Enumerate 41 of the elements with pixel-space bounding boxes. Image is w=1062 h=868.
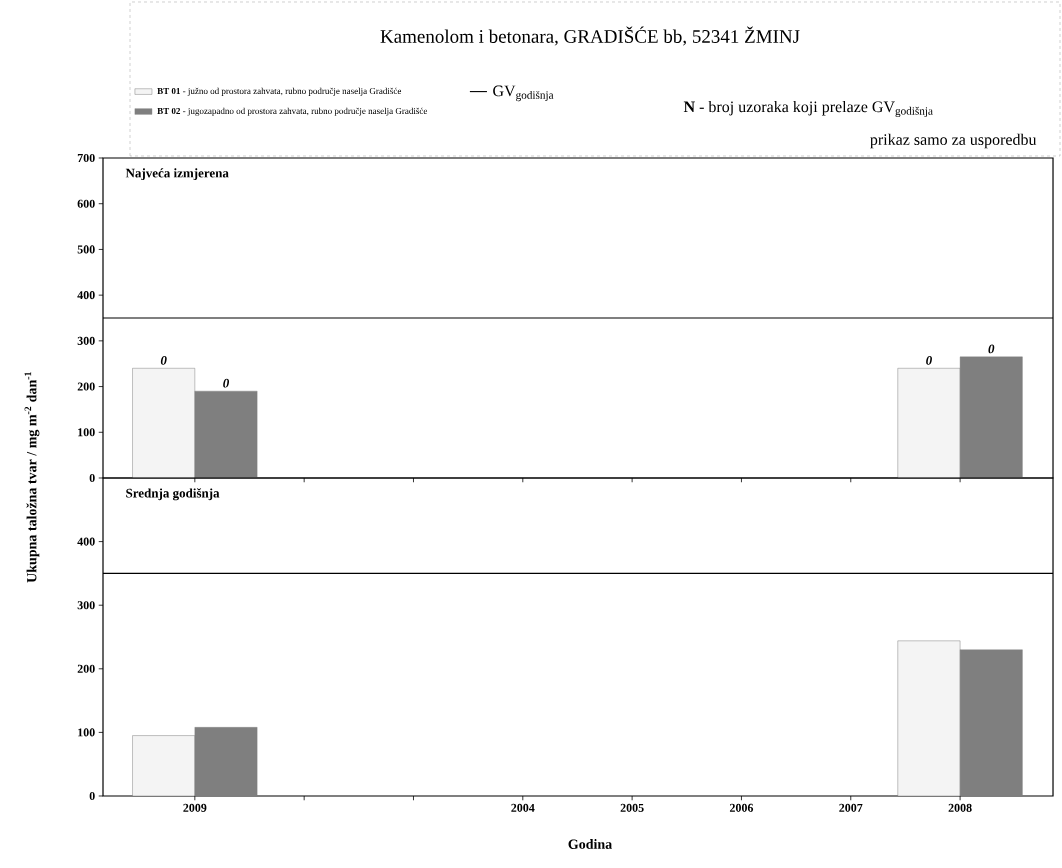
x-tick-label: 2008: [948, 803, 972, 812]
bar: [959, 356, 1023, 479]
legend-label: GV$_{godišnja}$: [493, 85, 554, 102]
annotation: 0: [926, 355, 932, 365]
y-tick-label: 500: [77, 245, 95, 254]
y-tick-label: 0: [89, 473, 95, 483]
bar: [897, 368, 961, 479]
y-tick-label: 100: [78, 428, 95, 437]
bar: [132, 735, 196, 797]
text: Srednja godišnja: [126, 488, 220, 501]
x-tick-label: 2005: [620, 803, 644, 812]
annotation: 0: [988, 344, 995, 354]
text: prikaz samo za usporedbu: [870, 133, 1037, 149]
text: Kamenolom i betonara, GRADIŠĆE bb, 52341 ŽMINJ: [380, 26, 800, 46]
bar: [194, 390, 258, 479]
y-tick-label: 200: [77, 664, 95, 673]
bar: [897, 640, 961, 797]
y-axis-title: Ukupna taložna tvar / mg m$^{-2}$ dan$^{-1}$: [24, 372, 40, 583]
x-tick-label: 2004: [511, 803, 535, 812]
y-tick-label: 0: [89, 791, 95, 801]
y-tick-label: 400: [77, 291, 95, 300]
y-tick-label: 400: [77, 537, 95, 546]
y-tick-label: 700: [77, 153, 95, 163]
bar: [132, 368, 196, 479]
text: N - broj uzoraka koji prelaze GV$_{godišnja}$: [683, 100, 933, 118]
y-tick-label: 600: [77, 199, 95, 208]
annotation: 0: [223, 378, 230, 388]
text: Najveća izmjerena: [125, 168, 229, 181]
x-axis-title: Godina: [568, 839, 612, 849]
y-tick-label: 300: [77, 601, 95, 610]
x-tick-label: 2006: [729, 803, 754, 812]
y-tick-label: 100: [78, 728, 95, 737]
annotation: 0: [160, 355, 167, 365]
y-tick-label: 300: [77, 336, 95, 345]
legend-label: BT 02 - jugozapadno od prostora zahvata, rubno područje naselja Gradišće: [157, 107, 428, 116]
bar: [959, 649, 1023, 797]
legend-label: BT 01 - južno od prostora zahvata, rubno područje naselja Gradišće: [157, 87, 402, 96]
bar: [194, 727, 258, 797]
x-tick-label: 2007: [839, 803, 863, 812]
x-tick-label: 2009: [183, 803, 207, 812]
y-tick-label: 200: [77, 382, 95, 391]
